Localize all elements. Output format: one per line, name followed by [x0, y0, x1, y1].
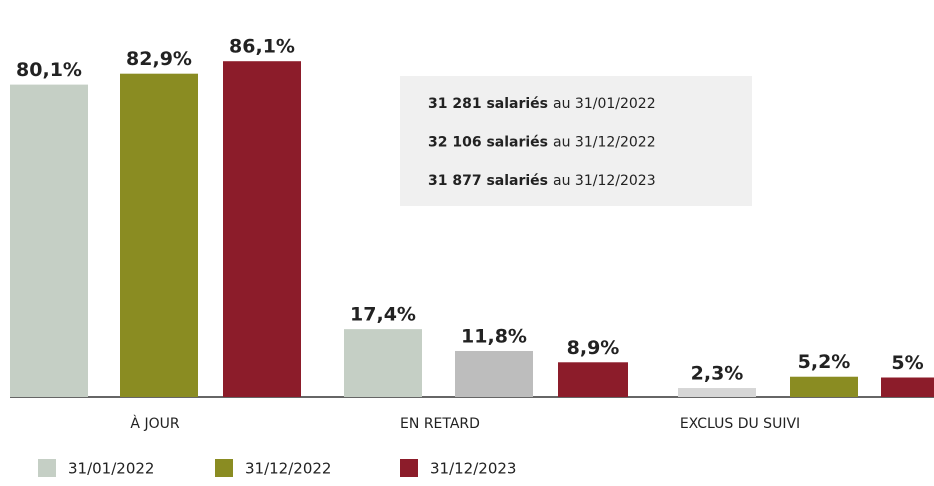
data-label: 17,4%: [350, 304, 416, 326]
data-label: 11,8%: [461, 325, 527, 347]
annotation-text: au 31/12/2022: [553, 135, 656, 151]
annotation: 31 877 salariés au 31/12/2023: [428, 173, 656, 189]
data-label: 86,1%: [229, 36, 295, 58]
legend-swatch: [38, 459, 56, 477]
bar: [678, 388, 756, 397]
x-tick-label: EN RETARD: [400, 416, 480, 432]
legend-swatch: [400, 459, 418, 477]
annotation-text: au 31/12/2023: [553, 173, 656, 189]
annotation-bold: 31 877 salariés: [428, 173, 548, 189]
bar: [790, 376, 858, 397]
data-label: 8,9%: [567, 337, 620, 359]
legend-label: 31/12/2022: [245, 460, 331, 478]
bar: [10, 84, 88, 398]
bar: [223, 61, 301, 398]
legend-label: 31/12/2023: [430, 460, 516, 478]
annotation: 31 281 salariés au 31/01/2022: [428, 96, 656, 112]
legend-swatch: [215, 459, 233, 477]
data-label: 80,1%: [16, 59, 82, 81]
bar: [558, 362, 628, 397]
annotation-bold: 31 281 salariés: [428, 96, 548, 112]
data-label: 5%: [891, 352, 923, 374]
data-label: 5,2%: [798, 351, 851, 373]
legend-label: 31/01/2022: [68, 460, 154, 478]
bar: [344, 329, 422, 397]
x-tick-label: À JOUR: [130, 415, 179, 432]
data-label: 82,9%: [126, 48, 192, 70]
annotation-bold: 32 106 salariés: [428, 135, 548, 151]
x-tick-label: EXCLUS DU SUIVI: [680, 416, 800, 432]
annotation-text: au 31/01/2022: [553, 96, 656, 112]
annotation: 32 106 salariés au 31/12/2022: [428, 135, 656, 151]
bar: [455, 350, 533, 397]
bar: [881, 377, 934, 397]
info-box: [400, 76, 752, 206]
data-label: 2,3%: [691, 363, 744, 385]
bar: [120, 73, 198, 397]
